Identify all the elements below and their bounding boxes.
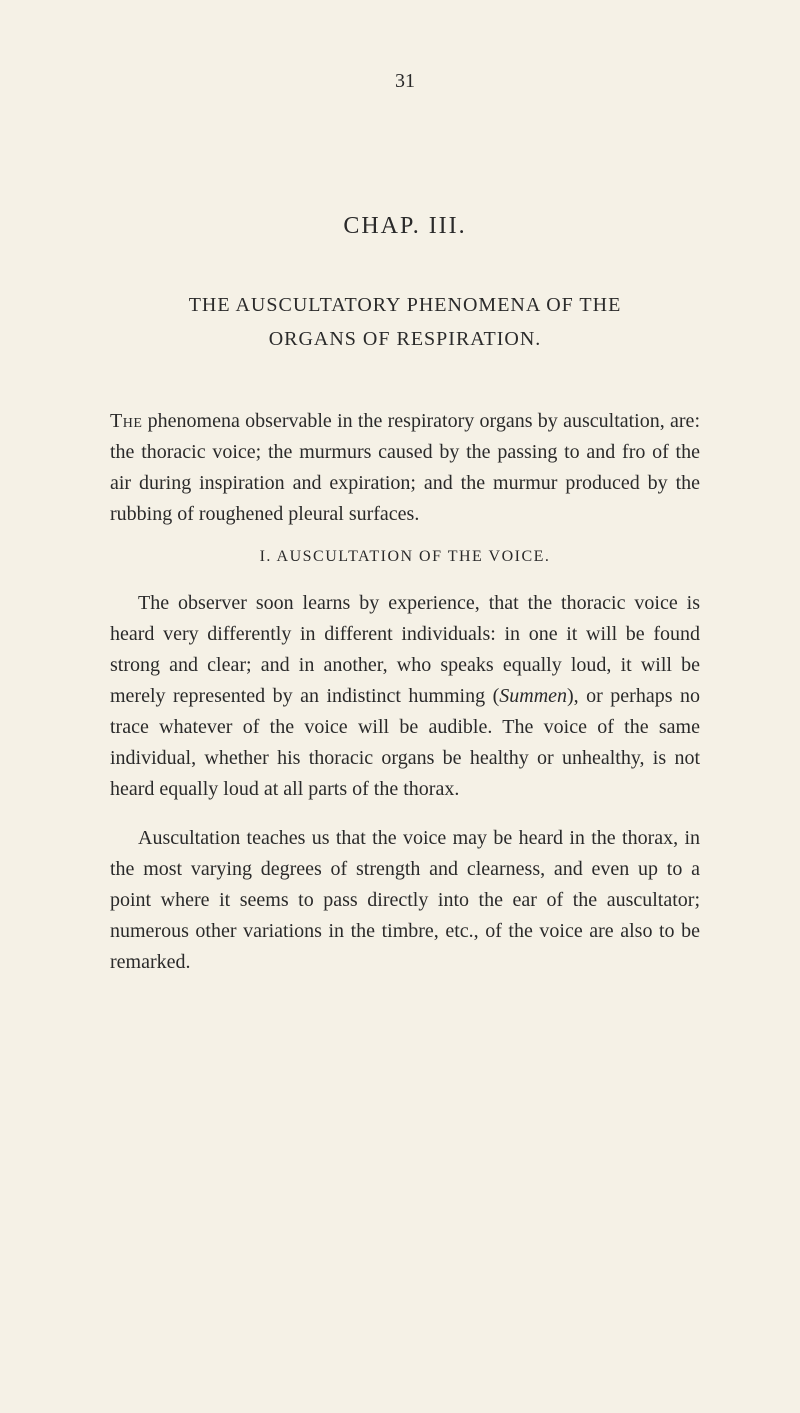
paragraph-1: The phenomena observable in the respirat… (110, 406, 700, 530)
section-heading: I. AUSCULTATION OF THE VOICE. (110, 548, 700, 566)
paragraph-3: Auscultation teaches us that the voice m… (110, 823, 700, 978)
main-heading-line2: ORGANS OF RESPIRATION. (110, 328, 700, 351)
chapter-title: CHAP. III. (110, 213, 700, 240)
paragraph-2-italic: Summen (499, 685, 567, 707)
paragraph-1-rest: phenomena observable in the respiratory … (110, 410, 700, 525)
paragraph-2: The observer soon learns by experience, … (110, 588, 700, 805)
paragraph-1-leadword: The (110, 410, 142, 432)
main-heading-line1: THE AUSCULTATORY PHENOMENA OF THE (110, 290, 700, 320)
page-number: 31 (110, 70, 700, 93)
